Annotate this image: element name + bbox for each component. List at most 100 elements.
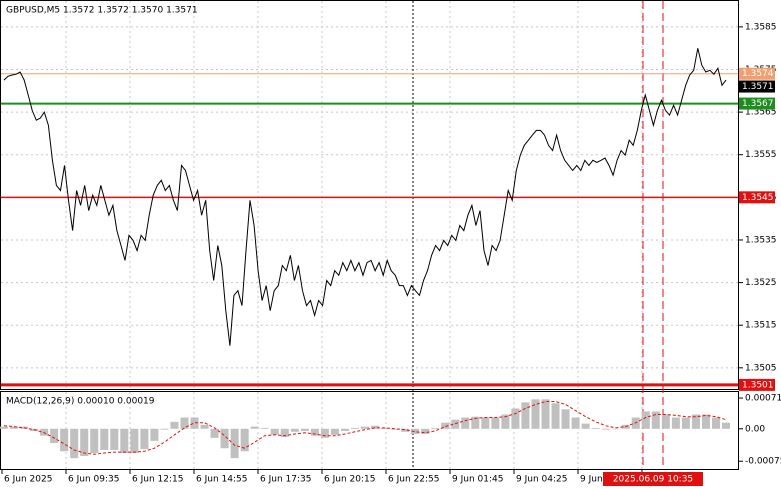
macd-bar (491, 417, 500, 429)
macd-bar (481, 417, 490, 429)
macd-bar (180, 417, 189, 429)
macd-bar (531, 399, 540, 429)
macd-bar (140, 428, 149, 450)
x-tick-label: 9 Jun (580, 475, 603, 485)
macd-bar (110, 428, 119, 450)
macd-bar (260, 427, 269, 429)
macd-bar (651, 411, 660, 429)
macd-bar (210, 428, 219, 438)
x-tick-label: 6 Jun 2025 (4, 475, 52, 485)
y-tick-label: 0.00071 (745, 394, 781, 404)
y-tick-label: 1.3515 (745, 321, 777, 331)
macd-bar (591, 427, 600, 429)
macd-bar (0, 426, 9, 429)
macd-bar (320, 428, 329, 438)
macd-bar (411, 428, 420, 434)
macd-bar (661, 414, 670, 429)
macd-bar (160, 428, 169, 430)
macd-bar (300, 428, 309, 431)
x-tick-label: 6 Jun 20:15 (324, 475, 375, 485)
main-frame (0, 0, 739, 390)
macd-bar (511, 408, 520, 429)
macd-bar (601, 428, 610, 430)
macd-bar (70, 428, 79, 459)
level-label: 1.3545 (742, 193, 774, 203)
y-tick-label: 0.00 (745, 424, 765, 434)
macd-bar (691, 414, 700, 429)
signal-line (3, 401, 727, 455)
macd-bar (391, 428, 400, 430)
y-tick-label: 1.3525 (745, 278, 777, 288)
macd-bar (641, 411, 650, 429)
crosshair-label: 2025.06.09 10:35 (613, 475, 693, 485)
x-tick-label: 6 Jun 17:35 (260, 475, 311, 485)
x-tick-label: 6 Jun 14:55 (196, 475, 247, 485)
macd-bar (360, 426, 370, 429)
macd-bar (471, 416, 480, 429)
chart-title: GBPUSD,M5 1.3572 1.3572 1.3570 1.3571 (6, 6, 198, 16)
level-label: 1.3574 (742, 69, 774, 79)
macd-bar (200, 424, 209, 429)
macd-bar (190, 417, 199, 429)
macd-bar (80, 428, 89, 457)
macd-bar (250, 426, 259, 429)
level-label-box (739, 80, 775, 93)
macd-bar (170, 421, 179, 429)
macd-bar (120, 428, 129, 453)
macd-bar (290, 428, 299, 432)
macd-bar (431, 427, 440, 429)
macd-bar (130, 428, 139, 453)
level-label: 1.3567 (742, 99, 774, 109)
macd-bar (561, 409, 570, 429)
macd-bar (220, 428, 229, 449)
macd-bar (421, 428, 430, 434)
macd-bar (330, 428, 339, 435)
crosshair-label-box (603, 472, 703, 486)
macd-bar (501, 414, 510, 429)
level-label: 1.3571 (742, 82, 774, 92)
macd-bar (230, 428, 239, 459)
x-tick-label: 6 Jun 09:35 (68, 475, 119, 485)
macd-bar (371, 425, 380, 429)
macd-bar (451, 419, 460, 429)
level-label: 1.3501 (742, 380, 774, 390)
macd-bar (521, 402, 530, 429)
macd-bar (581, 423, 590, 429)
macd-bar (571, 417, 580, 429)
macd-bar (461, 417, 470, 429)
macd-bar (270, 428, 279, 435)
macd-bar (401, 428, 410, 432)
y-tick-label: 1.3555 (745, 150, 777, 160)
macd-bar (240, 428, 249, 452)
y-tick-label: 1.3585 (745, 22, 777, 32)
macd-bar (50, 428, 59, 444)
macd-bar (721, 422, 731, 429)
x-tick-label: 9 Jun 04:25 (516, 475, 567, 485)
x-tick-label: 6 Jun 12:15 (132, 475, 183, 485)
macd-title: MACD(12,26,9) 0.00010 0.00019 (6, 397, 155, 407)
macd-bar (671, 417, 680, 429)
price-line (3, 48, 727, 346)
macd-bar (340, 428, 349, 431)
macd-bar (10, 426, 19, 429)
y-tick-label: 1.3565 (745, 108, 777, 118)
macd-bar (711, 417, 720, 429)
x-tick-label: 9 Jun 01:45 (452, 475, 503, 485)
y-tick-label: 1.3535 (745, 235, 777, 245)
macd-bar (381, 427, 390, 429)
macd-bar (100, 428, 109, 450)
macd-bar (90, 428, 99, 453)
y-tick-label: -0.00075 (745, 457, 781, 467)
macd-bar (310, 428, 319, 436)
level-label-box (739, 67, 775, 80)
macd-bar (350, 427, 359, 429)
macd-bar (441, 422, 450, 429)
level-label-box (739, 191, 775, 204)
macd-bar (681, 417, 690, 429)
y-tick-label: 1.3505 (745, 363, 777, 373)
level-label-box (739, 97, 775, 110)
macd-bar (150, 428, 159, 441)
level-label-box (739, 378, 775, 391)
macd-bar (60, 428, 69, 452)
